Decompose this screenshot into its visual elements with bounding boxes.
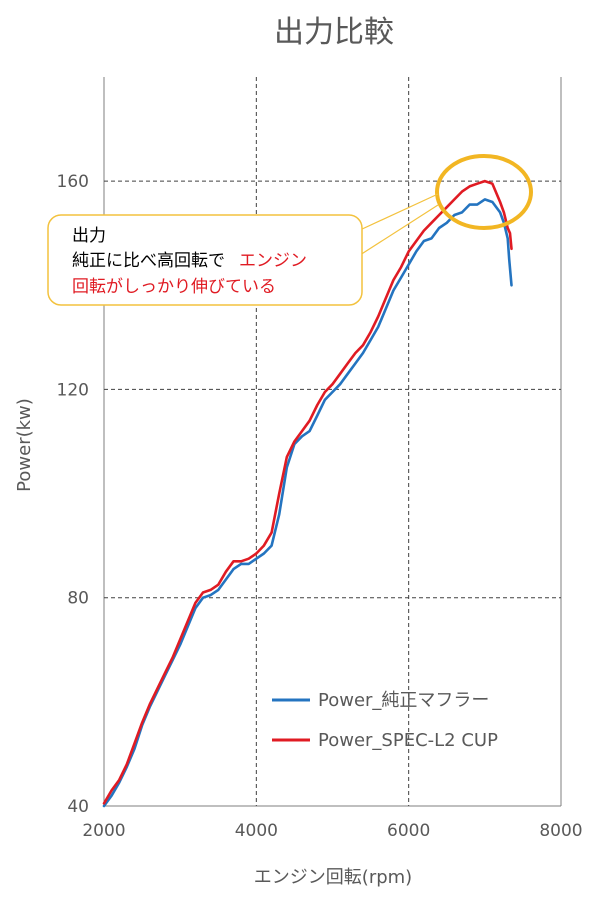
- x-axis-label: エンジン回転(rpm): [254, 867, 412, 888]
- chart-title: 出力比較: [274, 15, 394, 50]
- callout-box: [47, 214, 363, 306]
- legend-label-spec-l2-cup: Power_SPEC-L2 CUP: [318, 730, 498, 751]
- legend: Power_純正マフラー Power_SPEC-L2 CUP: [272, 690, 498, 751]
- series-lines: [102, 179, 513, 808]
- x-tick-label-4000: 4000: [235, 821, 278, 841]
- series-line-junsei: [102, 198, 513, 808]
- x-tick-labels: 2000 4000 6000 8000: [82, 821, 582, 841]
- callout-line-1: 出力: [72, 226, 106, 246]
- y-tick-label-40: 40: [67, 797, 89, 817]
- highlight-ellipse: [435, 154, 533, 230]
- y-tick-label-160: 160: [57, 172, 89, 192]
- x-tick-label-8000: 8000: [539, 821, 582, 841]
- y-tick-labels: 40 80 120 160: [57, 172, 89, 817]
- y-tick-label-80: 80: [67, 589, 89, 609]
- y-axis-label: Power(kw): [14, 398, 35, 492]
- legend-label-junsei: Power_純正マフラー: [318, 690, 489, 711]
- callout-line-2: 純正に比べ高回転で エンジン: [72, 251, 307, 271]
- callout-connector: [359, 193, 439, 256]
- x-tick-label-6000: 6000: [387, 821, 430, 841]
- series-line-spec-l2-cup: [102, 179, 513, 805]
- callout-line-3: 回転がしっかり伸びている: [72, 277, 276, 297]
- x-tick-label-2000: 2000: [82, 821, 125, 841]
- y-tick-label-120: 120: [57, 380, 89, 400]
